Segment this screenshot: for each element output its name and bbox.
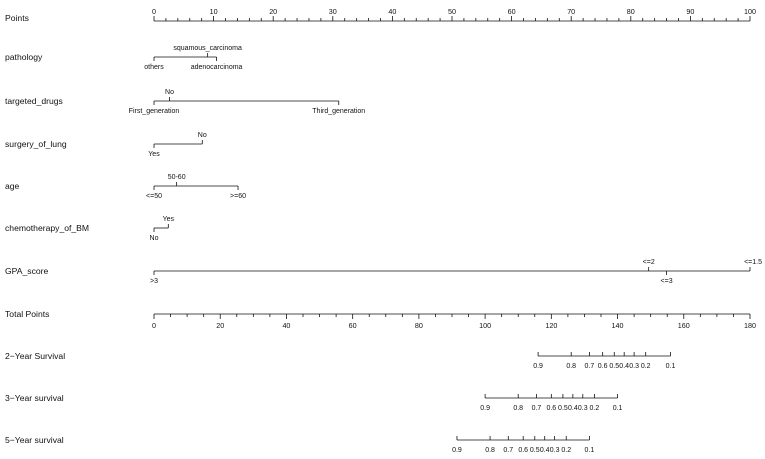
survival-tick-label: 0.3 <box>629 363 639 370</box>
survival-tick-label: 0.8 <box>513 405 523 412</box>
variable-label: surgery_of_lung <box>5 139 67 149</box>
level-label: others <box>144 64 164 71</box>
survival-tick-label: 0.1 <box>613 405 623 412</box>
survival-tick-label: 0.6 <box>518 447 528 454</box>
total-points-tick-label: 60 <box>349 321 357 330</box>
variable-label: targeted_drugs <box>5 96 63 106</box>
points-axis-label: Points <box>5 13 29 23</box>
level-label: <=3 <box>661 278 673 285</box>
survival-tick-label: 0.2 <box>590 405 600 412</box>
survival-tick-label: 0.9 <box>533 363 543 370</box>
survival-axis-label: 2−Year Survival <box>5 351 65 361</box>
level-label: squamous_carcinoma <box>173 45 242 52</box>
level-label: Yes <box>163 216 175 223</box>
nomogram-layer: Points 0 10 20 30 40 50 60 70 80 90 100 pathology oth… <box>5 7 762 454</box>
points-tick-label: 50 <box>448 7 456 16</box>
total-points-tick-label: 40 <box>282 321 290 330</box>
survival-tick-label: 0.2 <box>561 447 571 454</box>
level-label: 50-60 <box>168 174 186 181</box>
survival-tick-label: 0.7 <box>532 405 542 412</box>
survival-tick-label: 0.1 <box>585 447 595 454</box>
survival-tick-label: 0.9 <box>452 447 462 454</box>
survival-tick-label: 0.5 <box>530 447 540 454</box>
level-label: No <box>150 235 159 242</box>
points-tick-label: 20 <box>269 7 277 16</box>
survival-tick-label: 0.2 <box>641 363 651 370</box>
points-tick-label: 30 <box>329 7 337 16</box>
survival-tick-label: 0.9 <box>480 405 490 412</box>
total-points-tick-label: 20 <box>216 321 224 330</box>
points-tick-label: 90 <box>686 7 694 16</box>
survival-tick-label: 0.6 <box>598 363 608 370</box>
points-tick-label: 0 <box>152 7 156 16</box>
survival-tick-label: 0.4 <box>619 363 629 370</box>
level-label: No <box>165 89 174 96</box>
total-points-tick-label: 160 <box>678 321 690 330</box>
level-label: Yes <box>148 151 160 158</box>
survival-axis-label: 5−Year survival <box>5 435 64 445</box>
points-tick-label: 70 <box>567 7 575 16</box>
survival-axis-label: 3−Year survival <box>5 393 64 403</box>
total-points-tick-label: 180 <box>744 321 756 330</box>
survival-tick-label: 0.1 <box>666 363 676 370</box>
survival-tick-label: 0.5 <box>558 405 568 412</box>
variable-label: chemotherapy_of_BM <box>5 223 89 233</box>
points-tick-label: 60 <box>508 7 516 16</box>
total-points-tick-label: 0 <box>152 321 156 330</box>
level-label: Third_generation <box>312 108 365 115</box>
survival-tick-label: 0.3 <box>578 405 588 412</box>
level-label: <=1.5 <box>744 259 762 266</box>
level-label: >3 <box>150 278 158 285</box>
points-tick-label: 100 <box>744 7 756 16</box>
level-label: <=2 <box>643 259 655 266</box>
points-tick-label: 80 <box>627 7 635 16</box>
total-points-tick-label: 100 <box>479 321 491 330</box>
variable-label: GPA_score <box>5 266 49 276</box>
total-points-axis-label: Total Points <box>5 309 49 319</box>
points-tick-label: 10 <box>210 7 218 16</box>
total-points-tick-label: 80 <box>415 321 423 330</box>
survival-tick-label: 0.7 <box>503 447 513 454</box>
survival-tick-label: 0.4 <box>568 405 578 412</box>
survival-tick-label: 0.8 <box>566 363 576 370</box>
total-points-tick-label: 140 <box>612 321 624 330</box>
level-label: No <box>198 132 207 139</box>
survival-tick-label: 0.7 <box>585 363 595 370</box>
points-tick-label: 40 <box>388 7 396 16</box>
survival-tick-label: 0.3 <box>550 447 560 454</box>
level-label: adenocarcinoma <box>191 64 243 71</box>
survival-tick-label: 0.8 <box>485 447 495 454</box>
variable-label: pathology <box>5 52 43 62</box>
survival-tick-label: 0.6 <box>546 405 556 412</box>
total-points-tick-label: 120 <box>545 321 557 330</box>
variable-label: age <box>5 181 20 191</box>
level-label: First_generation <box>129 108 180 115</box>
survival-tick-label: 0.4 <box>540 447 550 454</box>
level-label: <=50 <box>146 193 162 200</box>
survival-tick-label: 0.5 <box>609 363 619 370</box>
level-label: >=60 <box>230 193 246 200</box>
